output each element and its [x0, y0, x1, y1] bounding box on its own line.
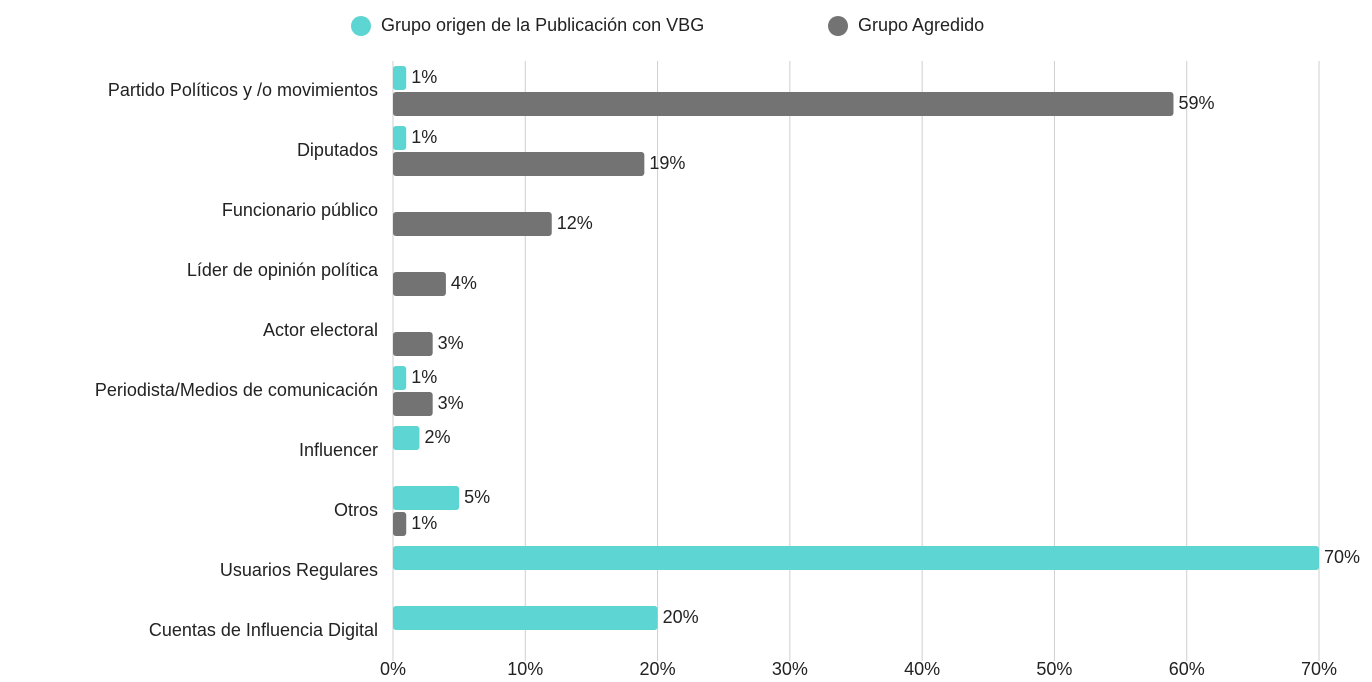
data-label: 12% — [557, 213, 593, 233]
bar — [393, 272, 446, 296]
bar — [393, 332, 433, 356]
y-tick-label: Influencer — [299, 440, 378, 460]
x-tick-label: 60% — [1169, 659, 1205, 679]
x-tick-label: 30% — [772, 659, 808, 679]
y-tick-label: Diputados — [297, 140, 378, 160]
data-label: 59% — [1178, 93, 1214, 113]
y-tick-label: Líder de opinión política — [187, 260, 379, 280]
bar — [393, 486, 460, 510]
legend-label: Grupo origen de la Publicación con VBG — [381, 15, 704, 35]
legend-swatch — [828, 16, 848, 36]
bar — [393, 366, 407, 390]
bar — [393, 152, 645, 176]
x-tick-label: 0% — [380, 659, 406, 679]
data-label: 1% — [411, 367, 437, 387]
bar — [393, 126, 407, 150]
data-label: 19% — [649, 153, 685, 173]
data-label: 3% — [438, 333, 464, 353]
data-label: 3% — [438, 393, 464, 413]
data-label: 1% — [411, 513, 437, 533]
data-label: 4% — [451, 273, 477, 293]
data-label: 5% — [464, 487, 490, 507]
data-label: 20% — [663, 607, 699, 627]
y-tick-label: Partido Políticos y /o movimientos — [108, 80, 378, 100]
x-tick-label: 50% — [1036, 659, 1072, 679]
data-label: 1% — [411, 67, 437, 87]
bar — [393, 392, 433, 416]
y-tick-label: Usuarios Regulares — [220, 560, 378, 580]
bar — [393, 546, 1319, 570]
legend-swatch — [351, 16, 371, 36]
data-label: 1% — [411, 127, 437, 147]
legend-label: Grupo Agredido — [858, 15, 984, 35]
data-label: 2% — [424, 427, 450, 447]
y-tick-label: Cuentas de Influencia Digital — [149, 620, 378, 640]
y-tick-label: Funcionario público — [222, 200, 378, 220]
y-tick-label: Otros — [334, 500, 378, 520]
bar — [393, 426, 420, 450]
bar — [393, 606, 658, 630]
x-tick-label: 40% — [904, 659, 940, 679]
data-label: 70% — [1324, 547, 1360, 567]
bar — [393, 92, 1174, 116]
y-tick-label: Actor electoral — [263, 320, 378, 340]
x-tick-label: 70% — [1301, 659, 1337, 679]
bar — [393, 212, 552, 236]
x-tick-label: 10% — [507, 659, 543, 679]
x-tick-label: 20% — [640, 659, 676, 679]
y-tick-label: Periodista/Medios de comunicación — [95, 380, 378, 400]
bar — [393, 66, 407, 90]
bar — [393, 512, 407, 536]
